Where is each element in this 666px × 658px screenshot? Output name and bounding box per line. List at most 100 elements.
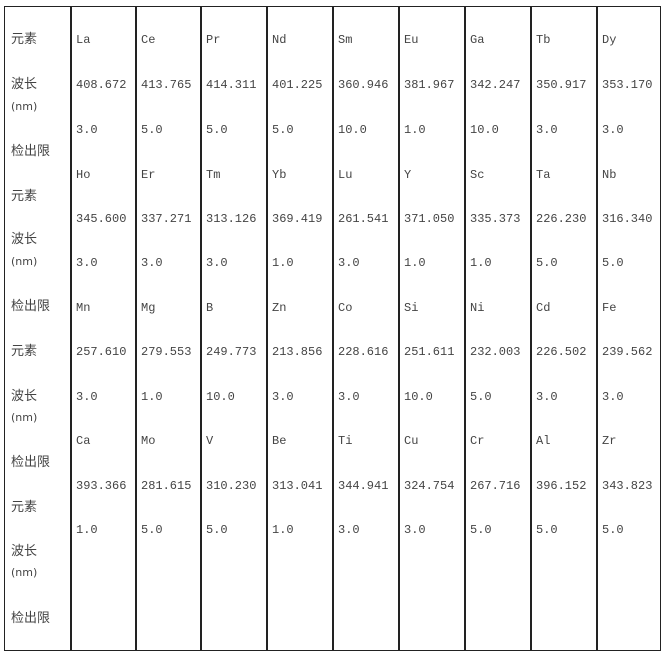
wavelength-cell: 413.765 bbox=[141, 78, 192, 92]
element-cell: Mo bbox=[141, 434, 156, 448]
row-label-element: 元素 bbox=[11, 32, 38, 47]
element-cell: Er bbox=[141, 168, 156, 182]
wavelength-cell: 396.152 bbox=[536, 479, 587, 493]
element-cell: Cu bbox=[404, 434, 419, 448]
detection-limit-cell: 3.0 bbox=[76, 390, 98, 404]
detection-limit-cell: 5.0 bbox=[602, 523, 624, 537]
wavelength-cell: 344.941 bbox=[338, 479, 389, 493]
wavelength-cell: 408.672 bbox=[76, 78, 127, 92]
detection-limit-cell: 5.0 bbox=[536, 523, 558, 537]
wavelength-cell: 313.126 bbox=[206, 212, 257, 226]
element-cell: Fe bbox=[602, 301, 617, 315]
row-label-element: 元素 bbox=[11, 344, 38, 359]
element-cell: Tb bbox=[536, 33, 551, 47]
detection-limit-cell: 3.0 bbox=[536, 123, 558, 137]
detection-limit-cell: 5.0 bbox=[141, 523, 163, 537]
wavelength-cell: 350.917 bbox=[536, 78, 587, 92]
detection-limit-cell: 10.0 bbox=[404, 390, 433, 404]
element-cell: Cd bbox=[536, 301, 551, 315]
element-cell: Mn bbox=[76, 301, 91, 315]
element-cell: Ni bbox=[470, 301, 485, 315]
column-divider bbox=[464, 6, 466, 651]
row-label-unit: (nm) bbox=[11, 255, 38, 268]
detection-limit-cell: 5.0 bbox=[141, 123, 163, 137]
wavelength-cell: 239.562 bbox=[602, 345, 653, 359]
column-divider bbox=[70, 6, 72, 651]
element-cell: Be bbox=[272, 434, 287, 448]
row-label-element: 元素 bbox=[11, 500, 38, 515]
detection-limit-cell: 10.0 bbox=[338, 123, 367, 137]
wavelength-cell: 337.271 bbox=[141, 212, 192, 226]
row-label-unit: (nm) bbox=[11, 411, 38, 424]
wavelength-cell: 316.340 bbox=[602, 212, 653, 226]
detection-limit-cell: 1.0 bbox=[141, 390, 163, 404]
element-cell: Yb bbox=[272, 168, 287, 182]
detection-limit-cell: 3.0 bbox=[272, 390, 294, 404]
detection-limit-cell: 3.0 bbox=[602, 390, 624, 404]
wavelength-cell: 313.041 bbox=[272, 479, 323, 493]
detection-limit-cell: 3.0 bbox=[536, 390, 558, 404]
column-divider bbox=[398, 6, 400, 651]
column-divider bbox=[200, 6, 202, 651]
detection-limit-cell: 1.0 bbox=[272, 523, 294, 537]
detection-limit-cell: 5.0 bbox=[206, 523, 228, 537]
row-label-element: 元素 bbox=[11, 189, 38, 204]
element-cell: Ce bbox=[141, 33, 156, 47]
element-cell: Ho bbox=[76, 168, 91, 182]
detection-limit-cell: 3.0 bbox=[206, 256, 228, 270]
column-divider bbox=[135, 6, 137, 651]
element-cell: Ti bbox=[338, 434, 353, 448]
wavelength-cell: 360.946 bbox=[338, 78, 389, 92]
wavelength-cell: 281.615 bbox=[141, 479, 192, 493]
wavelength-cell: 267.716 bbox=[470, 479, 521, 493]
row-label-detection-limit: 检出限 bbox=[11, 144, 51, 159]
column-divider bbox=[530, 6, 532, 651]
detection-limit-cell: 10.0 bbox=[470, 123, 499, 137]
row-label-unit: (nm) bbox=[11, 100, 38, 113]
detection-limit-cell: 3.0 bbox=[141, 256, 163, 270]
element-cell: Ca bbox=[76, 434, 91, 448]
detection-limit-cell: 3.0 bbox=[338, 390, 360, 404]
wavelength-cell: 228.616 bbox=[338, 345, 389, 359]
wavelength-cell: 261.541 bbox=[338, 212, 389, 226]
element-cell: Mg bbox=[141, 301, 156, 315]
wavelength-cell: 401.225 bbox=[272, 78, 323, 92]
wavelength-cell: 310.230 bbox=[206, 479, 257, 493]
detection-limit-cell: 3.0 bbox=[404, 523, 426, 537]
element-cell: Ta bbox=[536, 168, 551, 182]
detection-limit-cell: 1.0 bbox=[404, 123, 426, 137]
wavelength-cell: 342.247 bbox=[470, 78, 521, 92]
detection-limit-cell: 3.0 bbox=[338, 256, 360, 270]
detection-limit-cell: 10.0 bbox=[206, 390, 235, 404]
element-cell: Sc bbox=[470, 168, 485, 182]
element-cell: Sm bbox=[338, 33, 353, 47]
detection-limit-cell: 1.0 bbox=[404, 256, 426, 270]
wavelength-cell: 369.419 bbox=[272, 212, 323, 226]
element-cell: Lu bbox=[338, 168, 353, 182]
wavelength-cell: 371.050 bbox=[404, 212, 455, 226]
row-label-wavelength: 波长 bbox=[11, 77, 38, 92]
detection-limit-cell: 3.0 bbox=[602, 123, 624, 137]
row-label-wavelength: 波长 bbox=[11, 232, 38, 247]
element-cell: Tm bbox=[206, 168, 221, 182]
wavelength-cell: 232.003 bbox=[470, 345, 521, 359]
row-label-detection-limit: 检出限 bbox=[11, 455, 51, 470]
wavelength-cell: 381.967 bbox=[404, 78, 455, 92]
wavelength-cell: 279.553 bbox=[141, 345, 192, 359]
row-label-wavelength: 波长 bbox=[11, 389, 38, 404]
wavelength-cell: 251.611 bbox=[404, 345, 455, 359]
detection-limit-cell: 5.0 bbox=[602, 256, 624, 270]
wavelength-cell: 257.610 bbox=[76, 345, 127, 359]
element-cell: Eu bbox=[404, 33, 419, 47]
element-cell: Al bbox=[536, 434, 551, 448]
row-label-wavelength: 波长 bbox=[11, 544, 38, 559]
element-cell: La bbox=[76, 33, 91, 47]
wavelength-cell: 353.170 bbox=[602, 78, 653, 92]
element-cell: Dy bbox=[602, 33, 617, 47]
wavelength-cell: 345.600 bbox=[76, 212, 127, 226]
detection-limit-cell: 5.0 bbox=[206, 123, 228, 137]
element-cell: Ga bbox=[470, 33, 485, 47]
element-cell: Nb bbox=[602, 168, 617, 182]
wavelength-cell: 335.373 bbox=[470, 212, 521, 226]
